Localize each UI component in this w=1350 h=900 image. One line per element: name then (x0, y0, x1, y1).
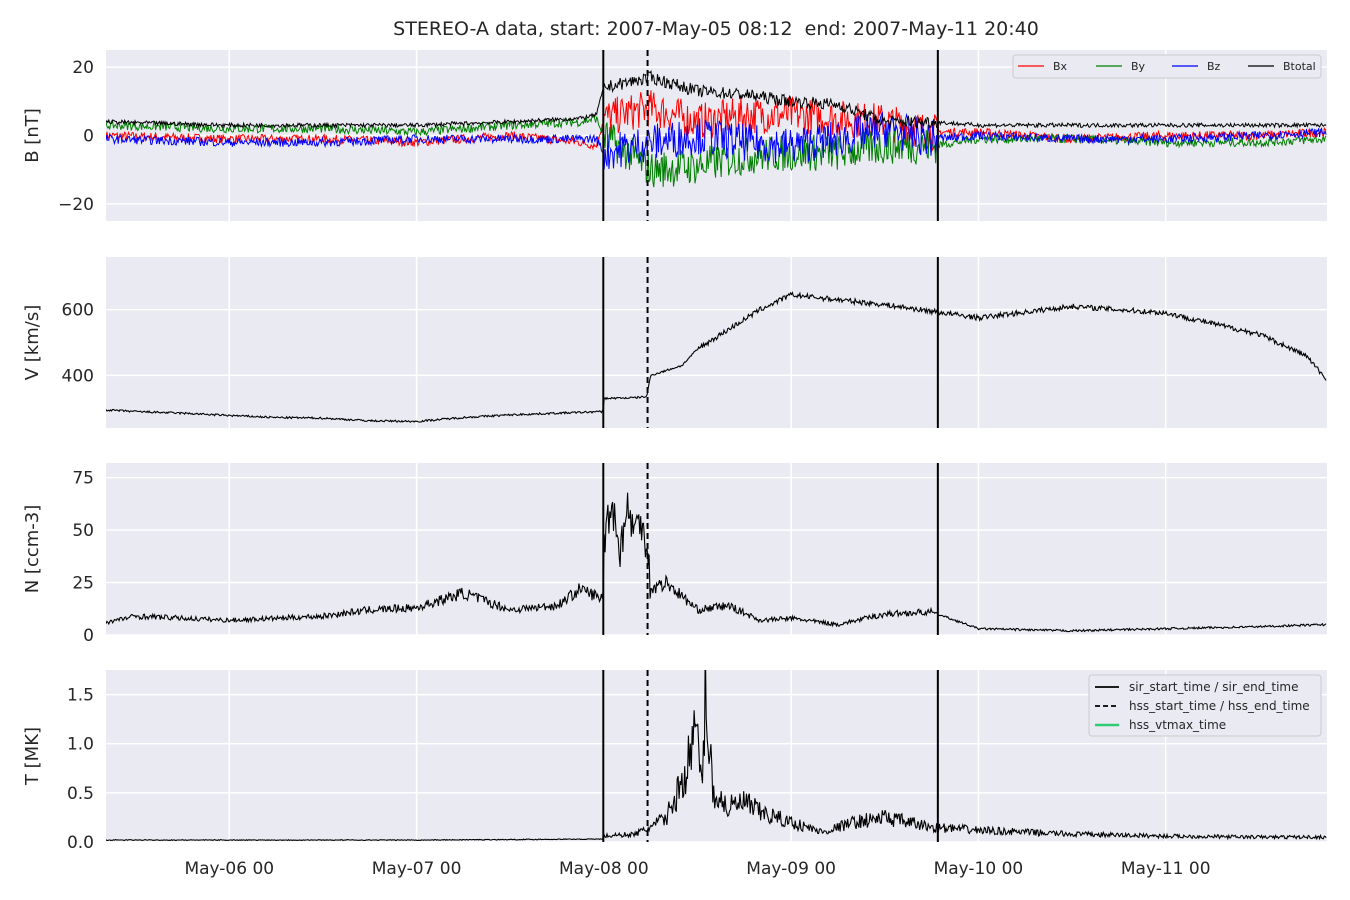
y-axis-label: V [km/s] (22, 305, 43, 380)
panel-4: 1.5 1.0 0.5 0.0 T [MK] (22, 670, 1327, 853)
legend-events: sir_start_time / sir_end_time hss_start_t… (1088, 674, 1322, 737)
plot-area (106, 670, 1327, 842)
y-tick-label: 600 (62, 301, 94, 321)
y-tick-label: 0.0 (67, 833, 94, 853)
legend-box (1012, 54, 1322, 79)
plot-background (106, 463, 1327, 635)
x-tick-label: May-07 00 (372, 859, 462, 879)
y-tick-label: 1.5 (67, 686, 94, 706)
y-axis-label: N [ccm-3] (22, 505, 43, 594)
series-line-btotal (106, 70, 1327, 130)
legend-box (1088, 674, 1322, 737)
y-axis-label: B [nT] (22, 108, 43, 163)
y-tick-label: 25 (72, 574, 94, 594)
plot-area (106, 70, 1327, 188)
x-tick-label: May-08 00 (559, 859, 649, 879)
series-line (106, 492, 1327, 633)
plot-area (106, 291, 1327, 424)
y-tick-label: 400 (62, 366, 94, 386)
plot-area (106, 492, 1327, 633)
legend-label: Bx (1053, 60, 1068, 73)
y-axis-label: T [MK] (22, 727, 43, 786)
y-tick-label: −20 (58, 195, 94, 215)
x-tick-label: May-06 00 (184, 859, 274, 879)
legend-label: hss_vtmax_time (1129, 718, 1226, 732)
figure-title: STEREO-A data, start: 2007-May-05 08:12 … (393, 18, 1039, 40)
x-tick-label: May-10 00 (934, 859, 1024, 879)
legend-label: sir_start_time / sir_end_time (1129, 680, 1299, 694)
x-tick-label: May-11 00 (1121, 859, 1211, 879)
y-tick-label: 0.5 (67, 784, 94, 804)
panel-2: 600 400 V [km/s] (22, 257, 1327, 428)
y-tick-label: 50 (72, 521, 94, 541)
legend-label: Btotal (1283, 60, 1316, 73)
legend-label: Bz (1207, 60, 1221, 73)
series-line-bz (106, 111, 1327, 170)
y-tick-label: 20 (72, 58, 94, 78)
legend-b: Bx By Bz Btotal (1012, 54, 1322, 79)
plot-background (106, 257, 1327, 428)
legend-label: By (1131, 60, 1146, 73)
y-tick-label: 0 (83, 127, 94, 147)
series-line (106, 670, 1327, 842)
y-tick-label: 0 (83, 626, 94, 646)
y-tick-label: 1.0 (67, 735, 94, 755)
x-tick-label: May-09 00 (746, 859, 836, 879)
y-tick-label: 75 (72, 469, 94, 489)
series-line (106, 291, 1327, 424)
legend-label: hss_start_time / hss_end_time (1129, 699, 1310, 713)
panel-3: 75 50 25 0 N [ccm-3] (22, 463, 1327, 646)
